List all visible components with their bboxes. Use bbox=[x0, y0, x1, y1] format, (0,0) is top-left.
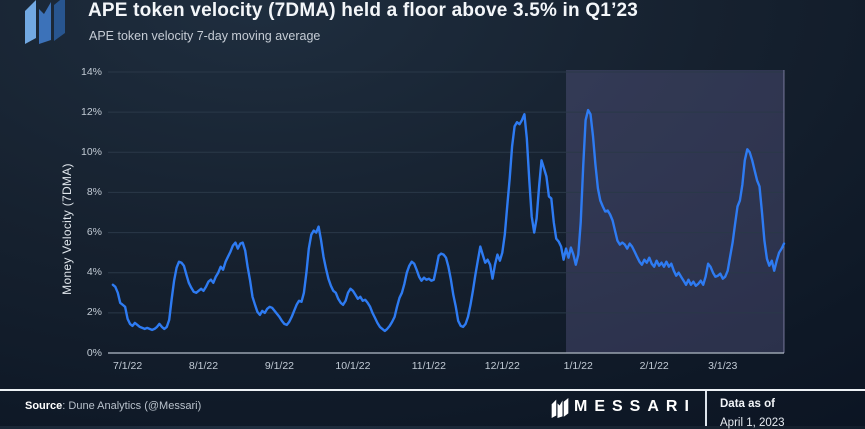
y-tick-label: 12% bbox=[80, 105, 102, 118]
messari-logo-bar-right bbox=[54, 0, 65, 41]
q1-highlight-region bbox=[566, 70, 784, 353]
data-as-of-date: April 1, 2023 bbox=[720, 417, 785, 429]
y-tick-label: 10% bbox=[80, 145, 102, 158]
source-label: Source bbox=[25, 400, 63, 412]
x-tick-label: 10/1/22 bbox=[335, 360, 371, 372]
x-tick-label: 12/1/22 bbox=[484, 360, 520, 372]
footer-divider bbox=[705, 391, 707, 426]
page-title: APE token velocity (7DMA) held a floor a… bbox=[88, 0, 639, 21]
messari-logo-bar-middle bbox=[39, 2, 51, 44]
y-tick-label: 2% bbox=[86, 306, 102, 319]
series-line-ape-velocity bbox=[111, 108, 786, 333]
messari-wordmark: MESSARI bbox=[574, 398, 696, 415]
messari-logo-icon bbox=[25, 0, 65, 44]
footer-separator bbox=[0, 389, 865, 391]
x-tick-label: 8/1/22 bbox=[188, 360, 219, 372]
source-text: : Dune Analytics (@Messari) bbox=[62, 400, 202, 412]
x-tick-label: 7/1/22 bbox=[112, 360, 143, 372]
messari-logo-bar-left bbox=[25, 0, 36, 44]
messari-footer-icon-bar bbox=[551, 399, 557, 418]
x-tick-label: 2/1/22 bbox=[639, 360, 669, 372]
x-tick-label: 3/1/23 bbox=[708, 360, 738, 372]
x-tick-label: 11/1/22 bbox=[411, 360, 446, 372]
messari-footer-icon-bar bbox=[557, 400, 563, 418]
y-tick-label: 0% bbox=[86, 346, 102, 359]
x-tick-label: 1/1/22 bbox=[563, 360, 593, 372]
data-as-of-label: Data as of bbox=[720, 398, 775, 410]
messari-footer-icon-bar bbox=[563, 398, 569, 417]
y-tick-label: 8% bbox=[86, 185, 102, 198]
y-tick-label: 6% bbox=[86, 226, 102, 239]
source-line: Source: Dune Analytics (@Messari) bbox=[25, 400, 201, 412]
chart-plot bbox=[108, 70, 786, 354]
y-tick-label: 14% bbox=[80, 65, 102, 78]
messari-footer-icon bbox=[551, 398, 569, 418]
y-tick-label: 4% bbox=[86, 266, 102, 279]
page-subtitle: APE token velocity 7-day moving average bbox=[89, 29, 321, 43]
x-tick-label: 9/1/22 bbox=[264, 360, 295, 372]
